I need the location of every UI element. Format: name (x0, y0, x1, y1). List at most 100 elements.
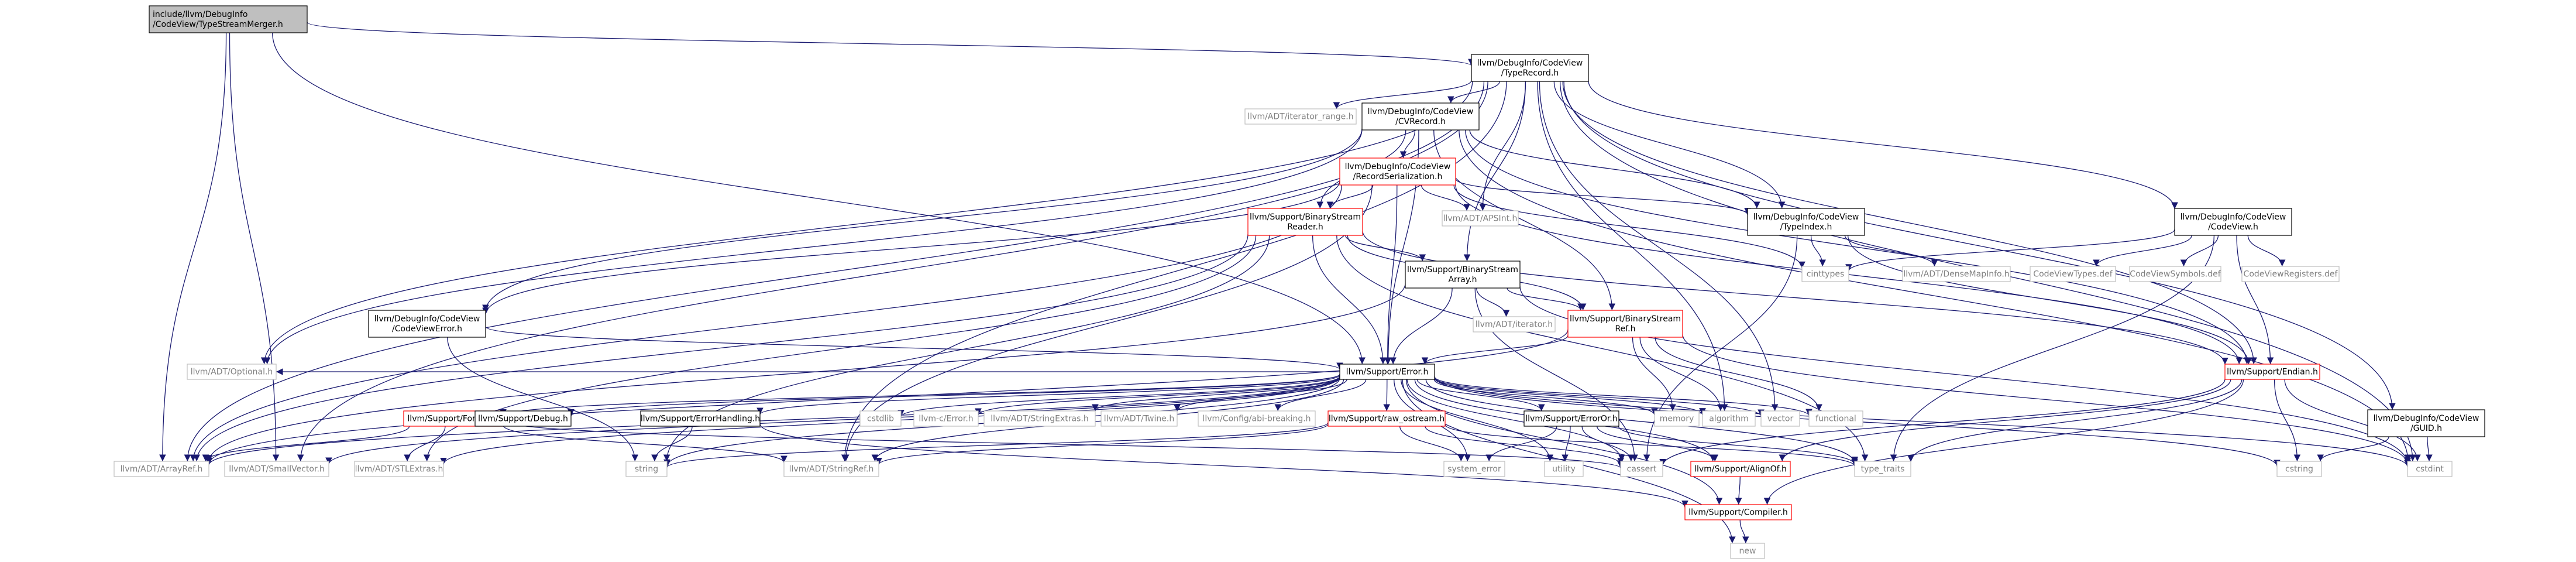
edge-bsref-to-memory (1632, 337, 1676, 412)
node-label-stringextras-0: llvm/ADT/StringExtras.h (990, 414, 1088, 424)
edge-bsarray-to-arrayref (205, 283, 1406, 462)
node-errhandling[interactable]: llvm/Support/ErrorHandling.h (640, 410, 761, 427)
node-label-bsreader-1: Reader.h (1287, 222, 1323, 232)
node-label-error-0: llvm/Support/Error.h (1346, 368, 1429, 377)
node-rawostream[interactable]: llvm/Support/raw_ostream.h (1327, 410, 1446, 427)
edge-recser-to-apsint (1421, 184, 1470, 211)
header-nodes: include/llvm/DebugInfo/CodeView/TypeStre… (114, 5, 2485, 559)
edge-typerecord-to-optional (260, 81, 1473, 365)
node-label-algorithm-0: algorithm (1709, 414, 1749, 424)
node-label-root-0: include/llvm/DebugInfo (153, 10, 247, 19)
node-label-cstdlib-0: cstdlib (867, 414, 894, 424)
node-typeindex[interactable]: llvm/DebugInfo/CodeView/TypeIndex.h (1747, 208, 1865, 236)
node-label-cvtypesdef-0: CodeViewTypes.def (2033, 270, 2113, 279)
node-label-iterrange-0: llvm/ADT/iterator_range.h (1247, 112, 1353, 122)
edge-codeviewh-to-cvregdef (2247, 235, 2286, 267)
node-debug[interactable]: llvm/Support/Debug.h (474, 410, 572, 427)
edge-endian-to-compiler (1763, 379, 2244, 505)
node-alignof[interactable]: llvm/Support/AlignOf.h (1690, 461, 1791, 477)
edge-cvrecord-to-endian (1465, 129, 2251, 365)
node-box-compiler (1684, 504, 1792, 520)
node-box-apsint (1442, 210, 1519, 227)
edge-bsreader-to-endian (1362, 231, 2228, 365)
node-codeviewh[interactable]: llvm/DebugInfo/CodeView/CodeView.h (2174, 208, 2292, 236)
edge-typerecord-to-vector (1539, 81, 1779, 412)
node-box-cstdlib (859, 410, 902, 427)
edge-error-to-errhandling (756, 374, 1340, 415)
node-label-codeviewh-1: /CodeView.h (2208, 222, 2258, 232)
node-label-cvregdef-0: CodeViewRegisters.def (2244, 270, 2338, 279)
node-box-cvregdef (2241, 266, 2340, 282)
node-box-iteratorh (1473, 316, 1556, 333)
node-compiler[interactable]: llvm/Support/Compiler.h (1684, 504, 1792, 520)
node-apsint: llvm/ADT/APSInt.h (1442, 210, 1519, 227)
edge-rawostream-to-cassert (1425, 426, 1624, 465)
edge-bsref-to-algorithm (1639, 337, 1724, 412)
edge-codeviewh-to-endian (2236, 235, 2274, 365)
node-guid[interactable]: llvm/DebugInfo/CodeView/GUID.h (2367, 409, 2485, 437)
node-label-cverror-1: /CodeViewError.h (392, 324, 462, 334)
edge-error-to-arrayref (205, 375, 1340, 465)
node-label-new-0: new (1739, 547, 1756, 556)
edge-endian-to-cassert (1659, 379, 2226, 466)
edge-cvrecord-to-cstdint (1459, 129, 2412, 462)
edge-bsreader-to-arrayref (193, 234, 1249, 462)
edge-cvrecord-to-recser (1399, 129, 1416, 159)
node-erroror[interactable]: llvm/Support/ErrorOr.h (1523, 410, 1619, 427)
node-box-recser (1339, 157, 1456, 186)
node-stlextras: llvm/ADT/STLExtras.h (354, 461, 444, 477)
node-box-vector (1760, 410, 1800, 427)
node-label-cstring-0: cstring (2285, 465, 2313, 474)
node-label-bsreader-0: llvm/Support/BinaryStream (1250, 213, 1361, 222)
node-typerecord[interactable]: llvm/DebugInfo/CodeView/TypeRecord.h (1471, 54, 1589, 82)
node-box-abibreaking (1198, 410, 1316, 427)
node-box-cverror (368, 310, 486, 338)
node-recser[interactable]: llvm/DebugInfo/CodeView/RecordSerializat… (1339, 157, 1456, 186)
node-iterrange: llvm/ADT/iterator_range.h (1244, 108, 1357, 125)
node-endian[interactable]: llvm/Support/Endian.h (2224, 364, 2320, 380)
edge-root-to-error (272, 32, 1366, 365)
node-label-recser-0: llvm/DebugInfo/CodeView (1345, 162, 1451, 172)
edge-typerecord-to-apsint (1479, 81, 1526, 211)
node-cverror[interactable]: llvm/DebugInfo/CodeView/CodeViewError.h (368, 310, 486, 338)
node-twine: llvm/ADT/Twine.h (1100, 410, 1178, 427)
node-label-endian-0: llvm/Support/Endian.h (2227, 368, 2318, 377)
edge-endian-to-cstdint (2284, 379, 2421, 462)
edge-format-to-stringref (503, 425, 787, 463)
node-label-vector-0: vector (1767, 414, 1794, 424)
node-label-cvrecord-1: /CVRecord.h (1395, 117, 1446, 126)
node-box-twine (1100, 410, 1178, 427)
node-label-bsref-0: llvm/Support/BinaryStream (1570, 314, 1681, 324)
edge-bsreader-to-error (1312, 235, 1387, 365)
edge-cvrecord-to-cverror (482, 128, 1363, 312)
node-box-string (625, 461, 668, 477)
node-cassert: cassert (1620, 461, 1663, 477)
node-label-apsint-0: llvm/ADT/APSInt.h (1443, 214, 1518, 224)
node-label-rawostream-0: llvm/Support/raw_ostream.h (1329, 414, 1445, 424)
node-box-utility (1544, 461, 1584, 477)
node-systemerror: system_error (1443, 461, 1505, 477)
node-root[interactable]: include/llvm/DebugInfo/CodeView/TypeStre… (149, 5, 308, 33)
node-string: string (625, 461, 668, 477)
edge-endian-to-alignof (1779, 379, 2231, 462)
edge-recser-to-error (1384, 184, 1398, 365)
node-error[interactable]: llvm/Support/Error.h (1339, 364, 1435, 380)
node-box-cstdint (2407, 461, 2453, 477)
node-box-endian (2224, 364, 2320, 380)
node-cvrecord[interactable]: llvm/DebugInfo/CodeView/CVRecord.h (1361, 102, 1480, 131)
node-box-typeindex (1747, 208, 1865, 236)
edge-erroror-to-alignof (1597, 426, 1719, 462)
node-box-algorithm (1702, 410, 1756, 427)
node-cvtypesdef: CodeViewTypes.def (2030, 266, 2116, 282)
node-label-utility-0: utility (1552, 465, 1576, 474)
edge-format-to-stlextras (404, 426, 446, 462)
node-arrayref: llvm/ADT/ArrayRef.h (114, 461, 209, 477)
edge-typeindex-to-cinttypes (1810, 235, 1827, 267)
node-box-bsref (1567, 310, 1683, 338)
node-label-root-1: /CodeView/TypeStreamMerger.h (153, 20, 283, 29)
edge-typeindex-to-endian (1847, 235, 2252, 365)
